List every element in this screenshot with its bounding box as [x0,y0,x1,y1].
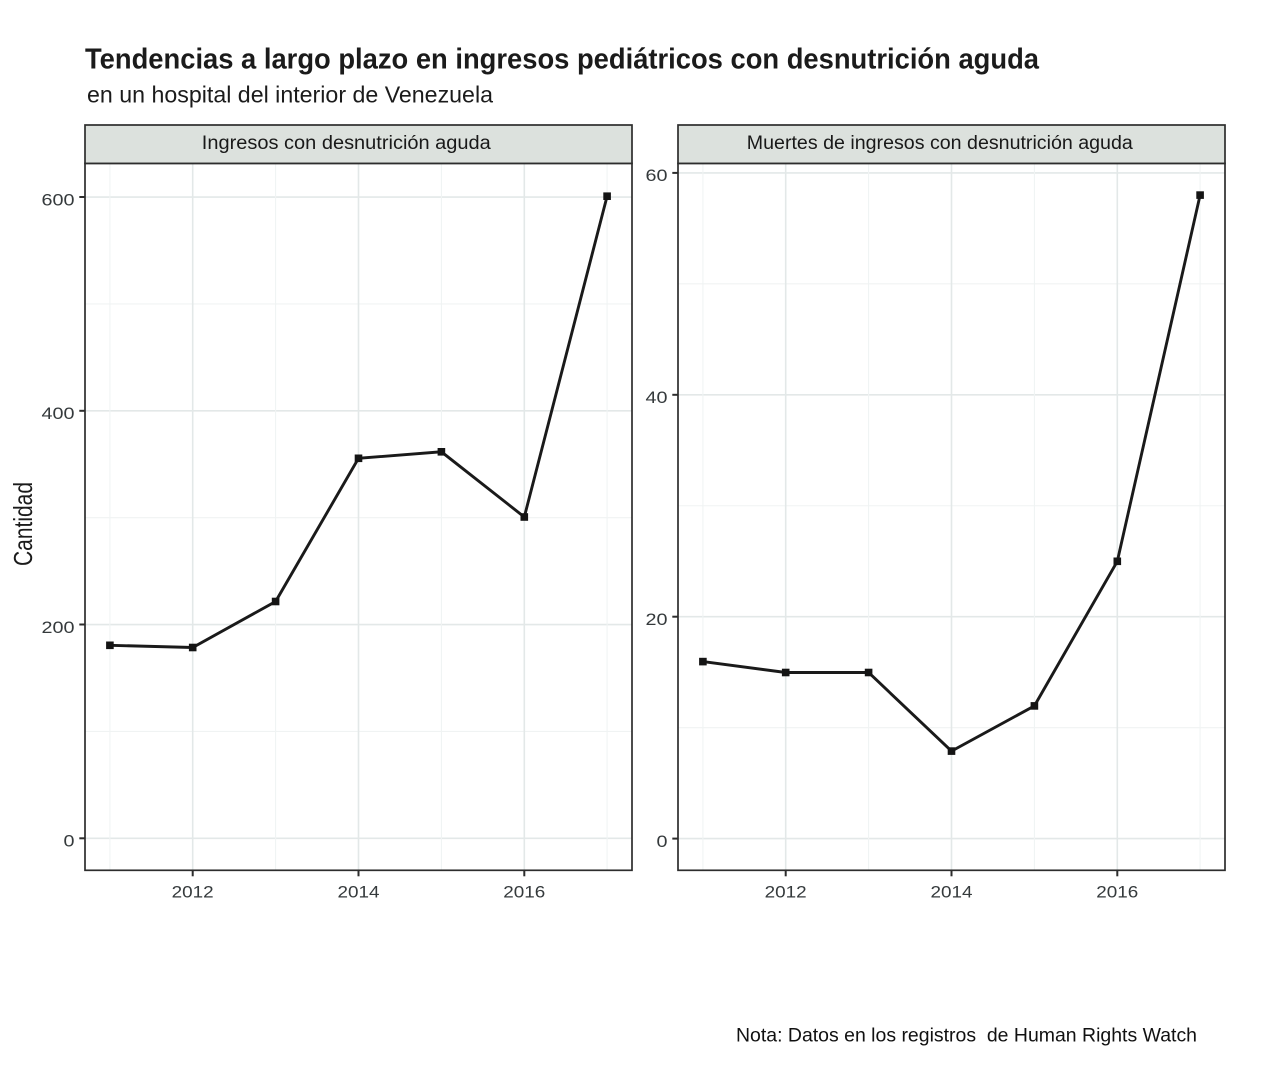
svg-text:2012: 2012 [172,883,214,902]
svg-text:0: 0 [657,832,668,851]
svg-text:Ingresos con desnutrición agud: Ingresos con desnutrición aguda [202,133,491,154]
svg-text:Muertes de ingresos con desnut: Muertes de ingresos con desnutrición agu… [747,133,1133,154]
svg-text:2016: 2016 [503,883,545,902]
svg-text:0: 0 [64,832,75,851]
svg-text:20: 20 [646,610,668,629]
svg-text:2014: 2014 [931,883,973,902]
svg-text:200: 200 [42,618,75,637]
svg-text:60: 60 [646,166,668,185]
svg-text:Cantidad: Cantidad [8,482,38,566]
svg-text:en un hospital del interior de: en un hospital del interior de Venezuela [87,81,493,107]
svg-text:600: 600 [42,190,75,209]
svg-text:2014: 2014 [338,883,380,902]
svg-text:Nota: Datos en los registros: Nota: Datos en los registros de Human Ri… [736,1025,1197,1047]
svg-text:40: 40 [646,388,668,407]
svg-text:400: 400 [42,404,75,423]
svg-text:2012: 2012 [765,883,807,902]
svg-text:Tendencias a largo plazo en in: Tendencias a largo plazo en ingresos ped… [85,44,1040,76]
svg-text:2016: 2016 [1096,883,1138,902]
